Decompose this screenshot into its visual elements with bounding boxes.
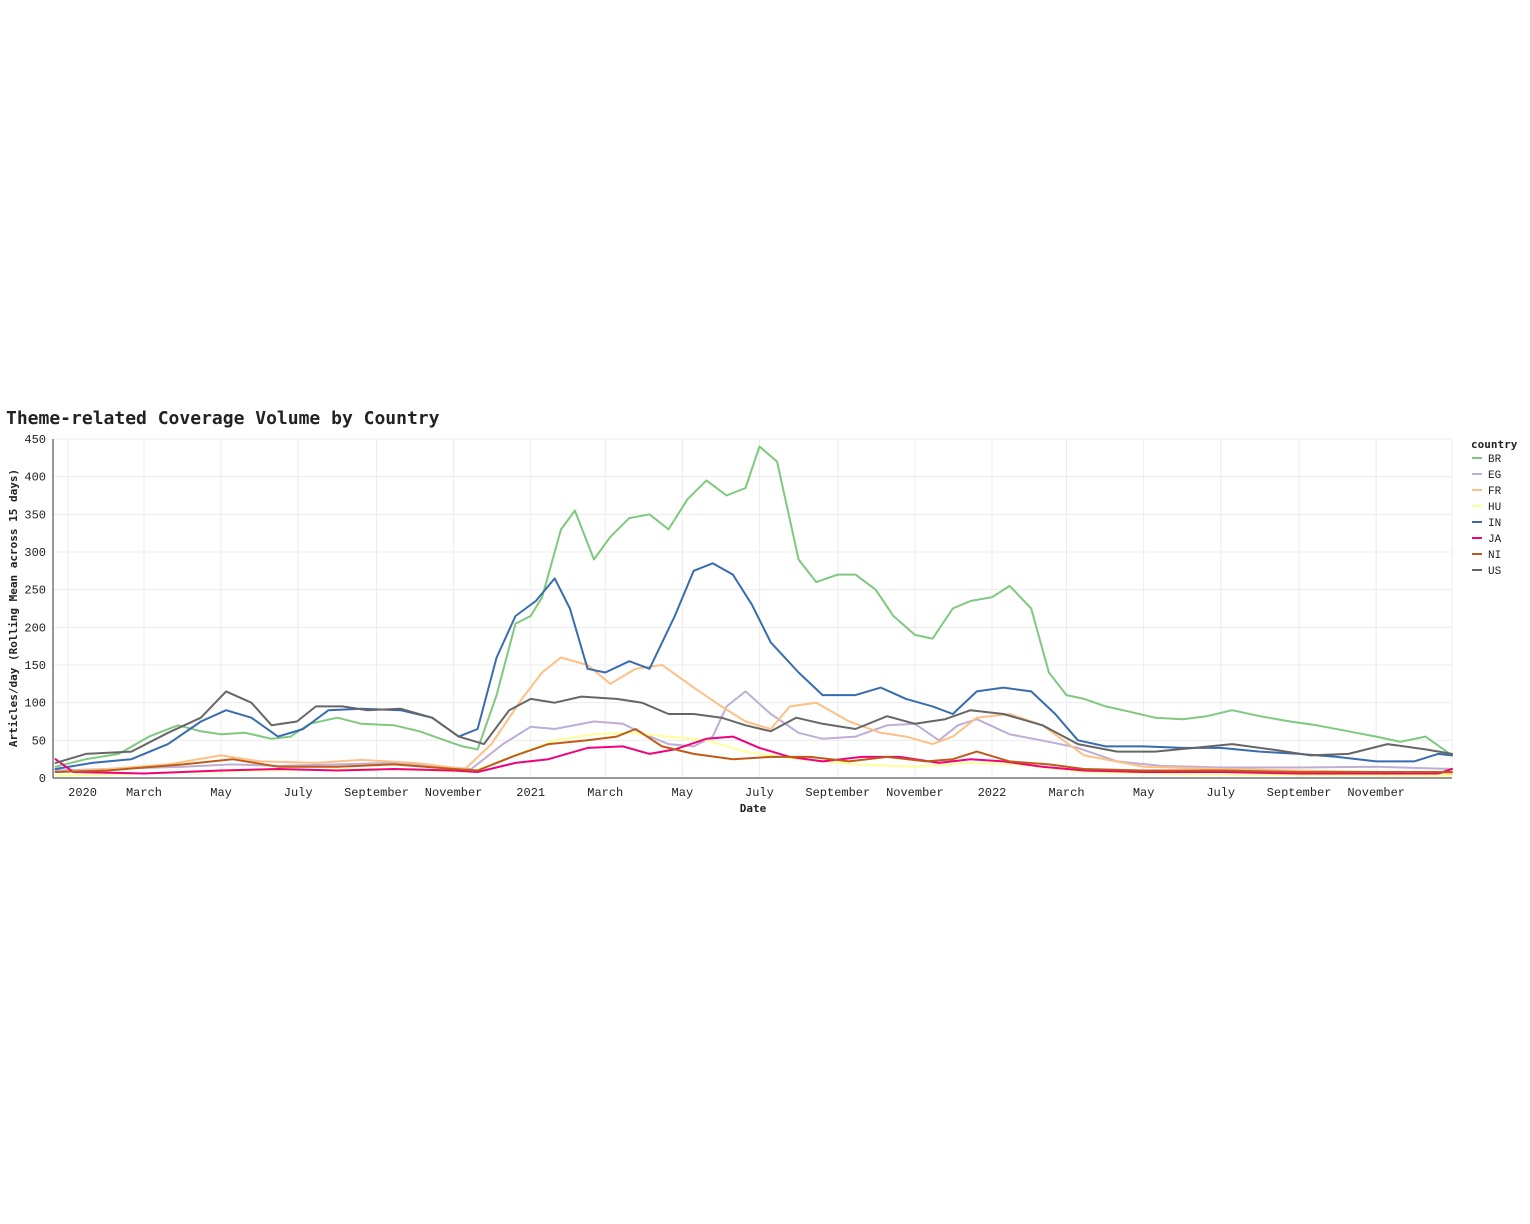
x-axis-title: Date bbox=[740, 802, 767, 815]
y-tick-label: 100 bbox=[24, 697, 46, 711]
legend-label-hu: HU bbox=[1488, 502, 1501, 514]
x-tick-label: November bbox=[886, 786, 944, 800]
axes: 0 50 100 150 200 250 300 350 400 450 2020 March May J… bbox=[24, 433, 1452, 800]
legend-label-eg: EG bbox=[1488, 470, 1501, 482]
series-lines bbox=[54, 445, 1453, 777]
x-tick-label: July bbox=[284, 786, 313, 800]
y-tick-label: 50 bbox=[32, 734, 46, 748]
y-tick-label: 450 bbox=[24, 433, 46, 447]
y-tick-label: 400 bbox=[24, 471, 46, 485]
y-tick-label: 300 bbox=[24, 546, 46, 560]
x-tick-label: May bbox=[672, 786, 694, 800]
y-axis-title: Articles/day (Rolling Mean across 15 day… bbox=[7, 469, 20, 747]
x-tick-label: July bbox=[1206, 786, 1235, 800]
legend-label-br: BR bbox=[1488, 454, 1502, 466]
x-tick-label: September bbox=[1267, 786, 1332, 800]
x-tick-label: May bbox=[210, 786, 232, 800]
legend-label-us: US bbox=[1488, 566, 1502, 578]
x-tick-label: September bbox=[805, 786, 870, 800]
x-tick-label: May bbox=[1133, 786, 1155, 800]
y-tick-label: 250 bbox=[24, 584, 46, 598]
series-line-us bbox=[54, 690, 1453, 764]
y-tick-label: 150 bbox=[24, 659, 46, 673]
series-line-ni bbox=[54, 728, 1453, 773]
legend-label-in: IN bbox=[1488, 518, 1501, 530]
legend-label-ja: JA bbox=[1488, 534, 1502, 546]
x-tick-label: 2022 bbox=[978, 786, 1007, 800]
series-line-ja bbox=[54, 735, 1453, 775]
legend-label-ni: NI bbox=[1488, 550, 1501, 562]
legend-label-fr: FR bbox=[1488, 486, 1502, 498]
x-tick-label: March bbox=[126, 786, 162, 800]
x-tick-label: November bbox=[1347, 786, 1405, 800]
x-tick-label: 2020 bbox=[68, 786, 97, 800]
y-tick-label: 200 bbox=[24, 621, 46, 635]
legend-title: country bbox=[1471, 438, 1518, 451]
x-tick-label: 2021 bbox=[516, 786, 545, 800]
series-line-fr bbox=[54, 656, 1453, 775]
x-tick-label: November bbox=[425, 786, 483, 800]
series-line-br bbox=[54, 445, 1453, 768]
x-tick-label: March bbox=[587, 786, 623, 800]
x-tick-label: March bbox=[1049, 786, 1085, 800]
chart-title: Theme-related Coverage Volume by Country bbox=[6, 408, 440, 429]
y-tick-label: 0 bbox=[39, 772, 46, 786]
legend: country BR EG FR HU IN JA NI US bbox=[1471, 438, 1518, 578]
series-line-in bbox=[54, 562, 1453, 770]
x-tick-label: July bbox=[745, 786, 774, 800]
y-tick-label: 350 bbox=[24, 508, 46, 522]
x-tick-label: September bbox=[344, 786, 409, 800]
